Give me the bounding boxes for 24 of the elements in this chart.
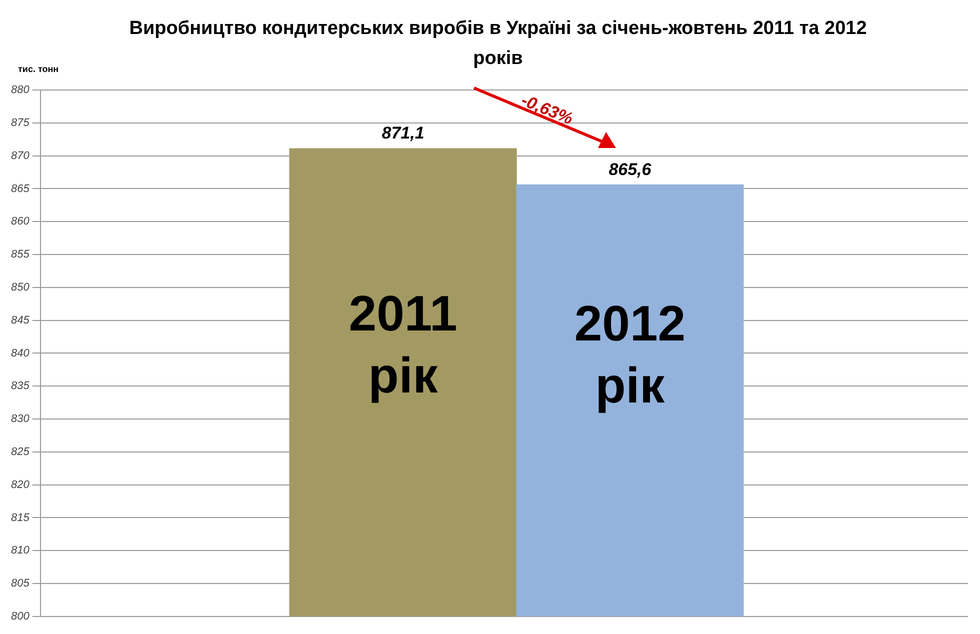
- y-tick-label: 825: [10, 446, 30, 458]
- y-tick-label: 855: [10, 248, 30, 261]
- chart-title: Виробництво кондитерських виробів в Україні за січень-жовтень 2011 та 2012 років: [128, 17, 868, 71]
- y-tick-label: 875: [10, 116, 30, 129]
- y-tick-label: 850: [10, 281, 30, 294]
- y-tick-label: 880: [10, 84, 30, 96]
- x-tick-label: 2011 рік: [348, 286, 458, 404]
- annotation: -0,63%: [518, 90, 576, 130]
- data-label: 865,6: [608, 160, 652, 179]
- y-tick-label: 840: [10, 347, 30, 360]
- y-tick-label: 805: [10, 578, 30, 590]
- data-label: 871,1: [382, 124, 424, 143]
- y-tick-label: 835: [10, 380, 30, 392]
- y-tick-label: 865: [10, 182, 30, 195]
- y-tick-label: 815: [10, 512, 30, 524]
- y-tick-label: 870: [10, 150, 30, 162]
- y-tick-label: 830: [10, 413, 30, 426]
- y-tick-label: 845: [10, 314, 30, 326]
- x-tick-label: 2012 рік: [574, 296, 686, 414]
- y-tick-label: 820: [10, 478, 30, 491]
- y-tick-label: 810: [10, 544, 30, 557]
- y-axis-title: тис. тонн: [18, 64, 59, 74]
- y-tick-label: 860: [10, 216, 30, 228]
- y-tick-label: 800: [10, 610, 30, 622]
